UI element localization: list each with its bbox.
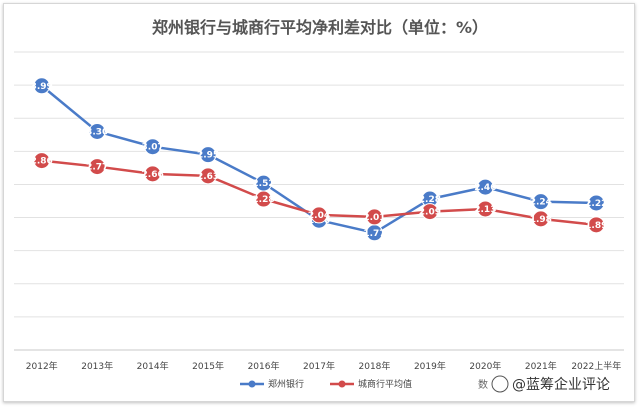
chart-frame <box>3 3 635 402</box>
series-layer: 3.993.303.072.952.521.961.772.282.462.24… <box>31 77 607 242</box>
data-label: 2.63 <box>197 172 219 182</box>
x-tick-label: 2021年 <box>525 360 557 372</box>
data-point <box>532 193 550 211</box>
data-label: 2.24 <box>530 198 552 208</box>
x-axis-ticks: 2012年 2013年 2014年 2015年 2016年 2017年 2018年 2019年… <box>26 360 621 372</box>
data-label: 3.30 <box>86 127 108 137</box>
watermark-text: @蓝筹企业评论 <box>512 376 610 393</box>
data-label: 2.28 <box>419 195 441 205</box>
data-label: 2.04 <box>308 211 330 221</box>
data-label: 2.95 <box>197 151 219 161</box>
data-label: 2.13 <box>474 205 496 215</box>
x-tick-label: 2022上半年 <box>571 360 621 372</box>
data-label: 2.01 <box>363 213 385 223</box>
data-label: 2.66 <box>142 170 164 180</box>
legend-swatch-marker <box>338 380 346 388</box>
watermark-logo-icon <box>491 375 509 393</box>
data-point <box>199 146 217 164</box>
x-tick-label: 2016年 <box>248 360 280 372</box>
x-tick-label: 2019年 <box>414 360 446 372</box>
data-point <box>421 203 439 221</box>
chart-title: 郑州银行与城商行平均净利差对比（单位：%） <box>152 18 488 37</box>
data-point <box>199 167 217 185</box>
data-point <box>365 208 383 226</box>
grid-lines <box>14 51 624 351</box>
x-tick-label: 2017年 <box>303 360 335 372</box>
data-label: 2.86 <box>31 157 53 167</box>
data-point <box>88 122 106 140</box>
data-point <box>33 152 51 170</box>
legend-item: 郑州银行 <box>240 378 304 390</box>
legend-label: 郑州银行 <box>268 378 304 390</box>
data-point <box>532 210 550 228</box>
data-point <box>88 158 106 176</box>
x-tick-label: 2015年 <box>192 360 224 372</box>
data-point <box>144 165 162 183</box>
data-point <box>144 138 162 156</box>
legend-item: 城商行平均值 <box>330 378 412 390</box>
data-label: 1.98 <box>530 215 552 225</box>
x-tick-label: 2013年 <box>81 360 113 372</box>
data-label: 2.52 <box>252 179 274 189</box>
legend-swatch-marker <box>248 380 256 388</box>
data-label: 3.99 <box>31 82 53 92</box>
data-point <box>476 178 494 196</box>
x-tick-label: 2018年 <box>359 360 391 372</box>
data-label: 2.77 <box>86 163 108 173</box>
data-point <box>587 216 605 234</box>
data-label: 2.28 <box>252 195 274 205</box>
data-label: 3.07 <box>142 143 164 153</box>
data-point <box>310 206 328 224</box>
watermark: 数 @蓝筹企业评论 <box>478 375 610 393</box>
legend-label: 城商行平均值 <box>358 378 412 390</box>
legend: 郑州银行 城商行平均值 <box>240 378 412 390</box>
data-label: 1.89 <box>585 221 607 231</box>
data-label: 2.09 <box>419 208 441 218</box>
x-tick-label: 2020年 <box>469 360 501 372</box>
data-point <box>33 77 51 95</box>
data-point <box>476 200 494 218</box>
data-point <box>587 194 605 212</box>
data-label: 2.46 <box>474 183 496 193</box>
watermark-prefix: 数 <box>478 378 488 391</box>
data-label: 2.22 <box>585 199 607 209</box>
data-label: 1.77 <box>363 229 385 239</box>
series-城商行平均值: 2.86 2.77 2.66 2.63 2.28 2.04 2.01 2.09 2.13 1.98… <box>31 152 607 234</box>
data-point <box>255 190 273 208</box>
x-tick-label: 2012年 <box>26 360 58 372</box>
x-tick-label: 2014年 <box>137 360 169 372</box>
